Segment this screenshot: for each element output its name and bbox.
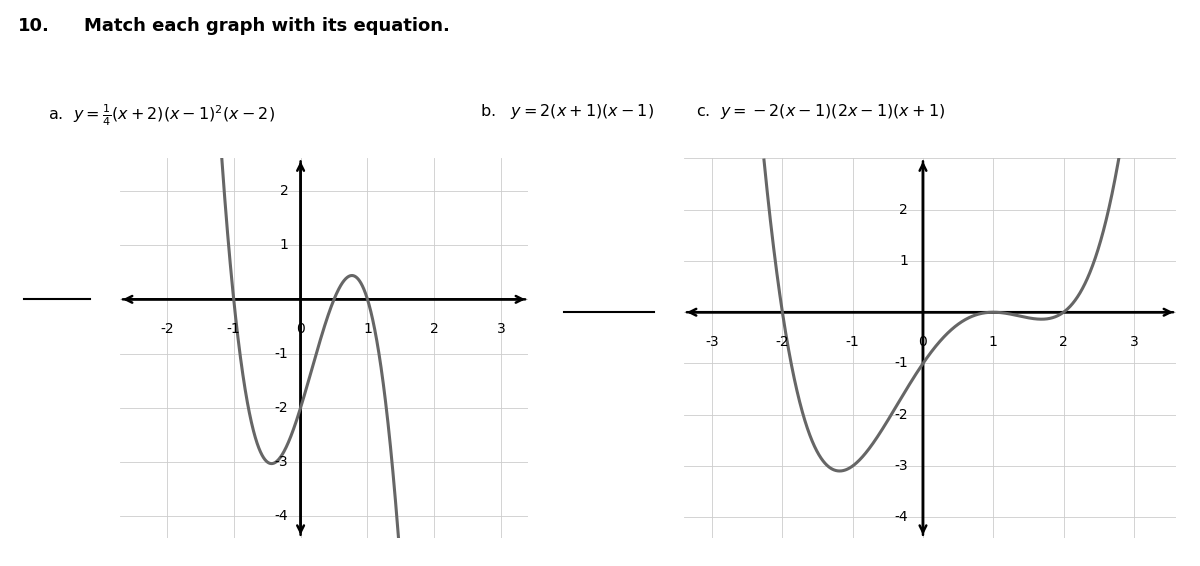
Text: 0: 0 [918, 335, 928, 349]
Text: -4: -4 [894, 510, 908, 524]
Text: 2: 2 [900, 203, 908, 217]
Text: b.   $y = 2(x + 1)(x - 1)$: b. $y = 2(x + 1)(x - 1)$ [480, 102, 654, 121]
Text: 0: 0 [296, 322, 305, 336]
Text: -2: -2 [775, 335, 790, 349]
Text: -1: -1 [894, 357, 908, 371]
Text: 2: 2 [280, 184, 288, 198]
Text: -2: -2 [894, 408, 908, 422]
Text: 3: 3 [497, 322, 505, 336]
Text: 1: 1 [364, 322, 372, 336]
Text: a.  $y = \frac{1}{4}(x + 2)(x - 1)^2(x - 2)$: a. $y = \frac{1}{4}(x + 2)(x - 1)^2(x - … [48, 102, 275, 128]
Text: -3: -3 [706, 335, 719, 349]
Text: -3: -3 [275, 455, 288, 469]
Text: 1: 1 [899, 254, 908, 268]
Text: 1: 1 [280, 238, 288, 252]
Text: -1: -1 [275, 346, 288, 361]
Text: -2: -2 [160, 322, 174, 336]
Text: 3: 3 [1129, 335, 1139, 349]
Text: -1: -1 [227, 322, 240, 336]
Text: -2: -2 [275, 401, 288, 415]
Text: 2: 2 [1060, 335, 1068, 349]
Text: 1: 1 [989, 335, 997, 349]
Text: -4: -4 [275, 509, 288, 523]
Text: 2: 2 [430, 322, 439, 336]
Text: -3: -3 [894, 459, 908, 473]
Text: -1: -1 [846, 335, 859, 349]
Text: Match each graph with its equation.: Match each graph with its equation. [84, 17, 450, 35]
Text: c.  $y = -2(x - 1)(2x - 1)(x + 1)$: c. $y = -2(x - 1)(2x - 1)(x + 1)$ [696, 102, 946, 121]
Text: 10.: 10. [18, 17, 50, 35]
